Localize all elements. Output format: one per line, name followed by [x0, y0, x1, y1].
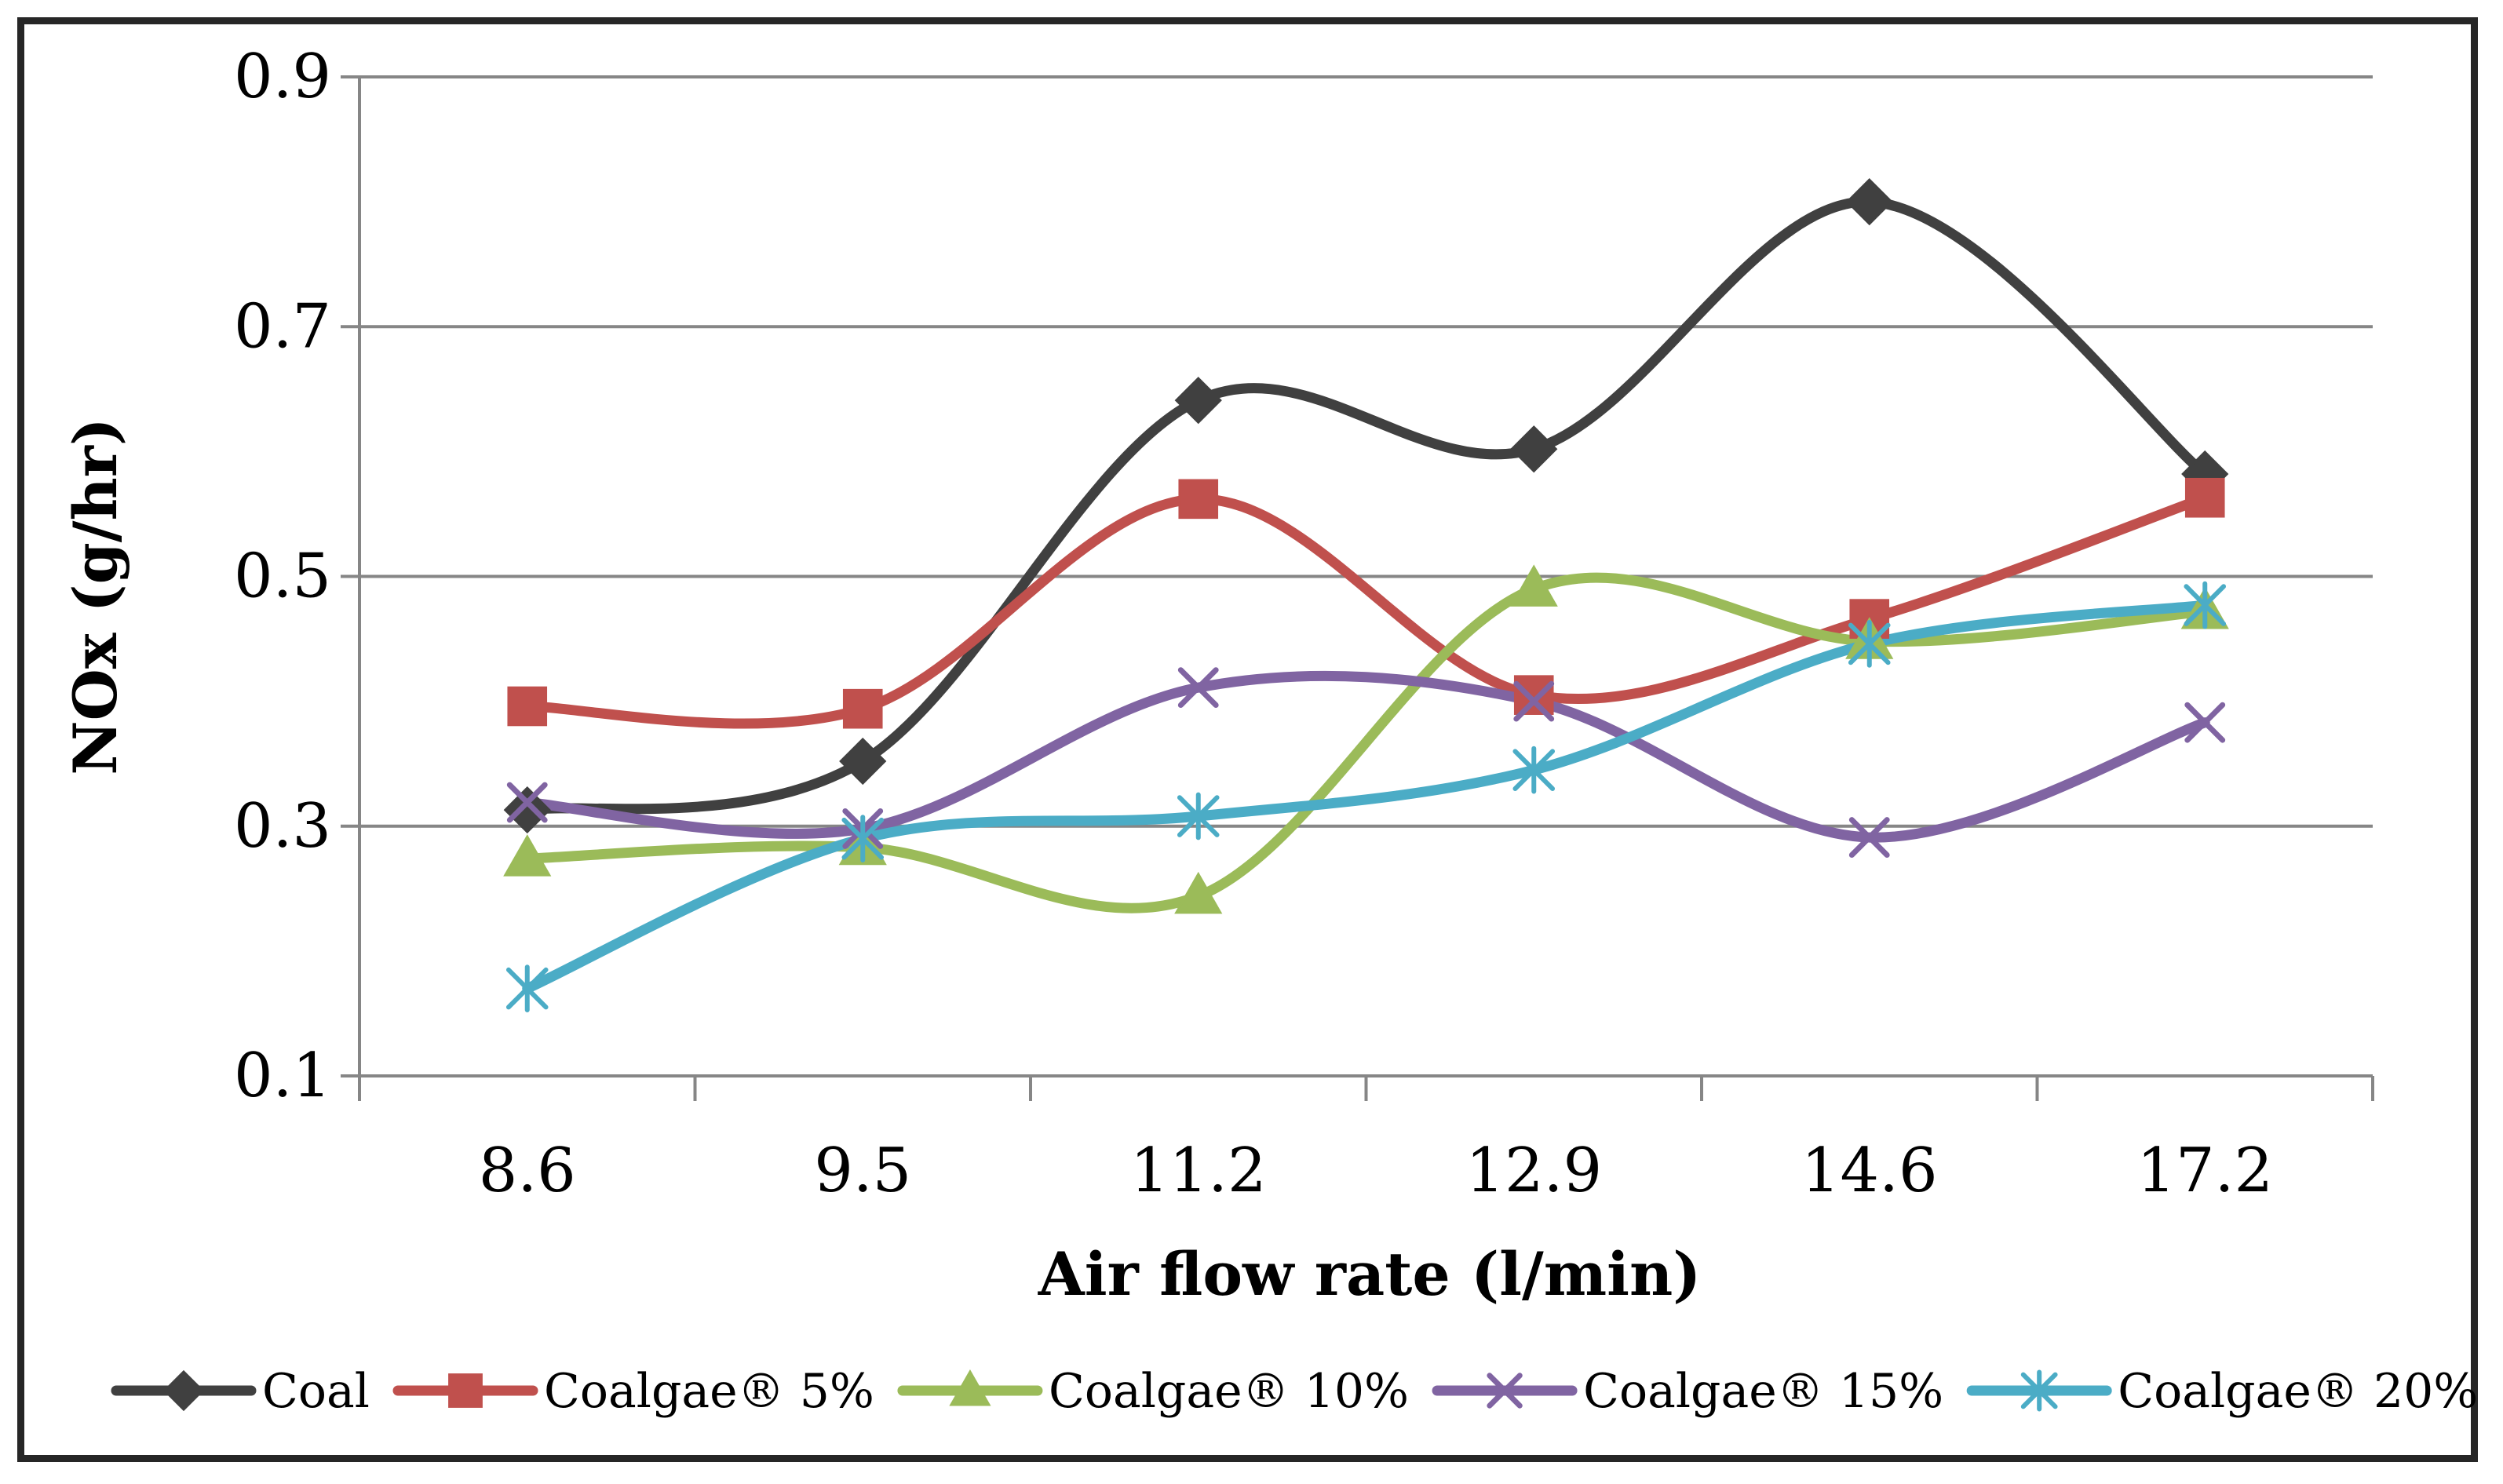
series-line-coalgae-15pct: [522, 670, 2210, 843]
chart-frame: [17, 17, 2478, 1462]
x-axis-title: Air flow rate (l/min): [1038, 1239, 1701, 1309]
data-point-coalgae-5pct: [1513, 675, 1554, 715]
data-point-coalgae-5pct: [507, 686, 548, 727]
data-point-coal: [1510, 425, 1558, 473]
data-point-coalgae-15pct: [2184, 702, 2226, 743]
legend-item-coalgae-10pct: Coalgae® 10%: [897, 1364, 1409, 1419]
legend: Coal Coalgae® 5% Coalgae® 10% Coalgae® 15% C…: [111, 1364, 2478, 1419]
data-point-coalgae-10pct: [1509, 564, 1558, 607]
legend-item-coalgae-15pct: Coalgae® 15%: [1432, 1364, 1943, 1419]
x-tick-label: 8.6: [479, 1136, 576, 1206]
data-point-coal: [503, 786, 551, 834]
legend-swatch-marker: [949, 1369, 991, 1406]
legend-label: Coalgae® 10%: [1049, 1364, 1409, 1419]
legend-swatch-marker: [1487, 1373, 1523, 1409]
legend-item-coalgae-20pct: Coalgae® 20%: [1966, 1364, 2478, 1419]
data-point-coalgae-20pct: [1848, 620, 1891, 668]
legend-swatch-marker: [2020, 1369, 2058, 1412]
series-line-coalgae-20pct: [522, 600, 2210, 994]
y-tick-label: 0.1: [234, 1041, 331, 1111]
y-tick-label: 0.5: [234, 541, 331, 612]
y-tick-label: 0.3: [234, 791, 331, 862]
data-point-coalgae-15pct: [1848, 817, 1890, 858]
legend-label: Coalgae® 5%: [544, 1364, 874, 1419]
y-tick-label: 0.9: [234, 42, 331, 112]
series-markers: [503, 178, 2229, 1012]
legend-label: Coal: [262, 1364, 370, 1419]
axes: [358, 77, 2374, 1101]
legend-swatch-marker: [448, 1373, 483, 1408]
data-point-coalgae-20pct: [1177, 792, 1220, 840]
data-point-coalgae-5pct: [1178, 479, 1219, 520]
x-tick-label: 9.5: [814, 1136, 911, 1206]
x-tick-labels: 8.6 9.5 11.2 12.9 14.6 17.2: [479, 1136, 2273, 1206]
data-point-coalgae-15pct: [1513, 680, 1555, 722]
data-point-coalgae-20pct: [841, 815, 885, 863]
data-point-coalgae-5pct: [842, 688, 883, 729]
legend-swatch-marker: [162, 1369, 205, 1412]
data-point-coalgae-10pct: [503, 834, 552, 877]
grid-lines: [341, 75, 2373, 1077]
series-lines: [522, 196, 2210, 994]
data-point-coalgae-15pct: [1177, 667, 1219, 709]
y-axis-title: NOx (g/hr): [60, 417, 130, 775]
y-tick-label: 0.7: [234, 291, 331, 362]
x-tick-label: 14.6: [1801, 1136, 1938, 1206]
data-point-coalgae-5pct: [2184, 477, 2225, 518]
x-tick-label: 11.2: [1130, 1136, 1267, 1206]
x-tick-label: 17.2: [2136, 1136, 2273, 1206]
legend-item-coalgae-5pct: Coalgae® 5%: [392, 1364, 874, 1419]
y-tick-labels: 0.9 0.7 0.5 0.3 0.1: [234, 42, 331, 1111]
data-point-coalgae-20pct: [2184, 581, 2227, 629]
legend-label: Coalgae® 15%: [1583, 1364, 1943, 1419]
data-point-coalgae-10pct: [1174, 871, 1223, 914]
series-line-coal: [522, 196, 2210, 815]
data-point-coal: [1174, 377, 1222, 425]
data-point-coalgae-15pct: [506, 782, 548, 823]
legend-item-coal: Coal: [111, 1364, 370, 1419]
legend-label: Coalgae® 20%: [2118, 1364, 2478, 1419]
x-tick-label: 12.9: [1465, 1136, 1602, 1206]
data-point-coal: [839, 737, 887, 786]
data-point-coal: [1845, 178, 1893, 226]
series-line-coalgae-5pct: [522, 492, 2210, 729]
data-point-coalgae-20pct: [505, 964, 549, 1012]
data-point-coalgae-20pct: [1512, 746, 1556, 794]
